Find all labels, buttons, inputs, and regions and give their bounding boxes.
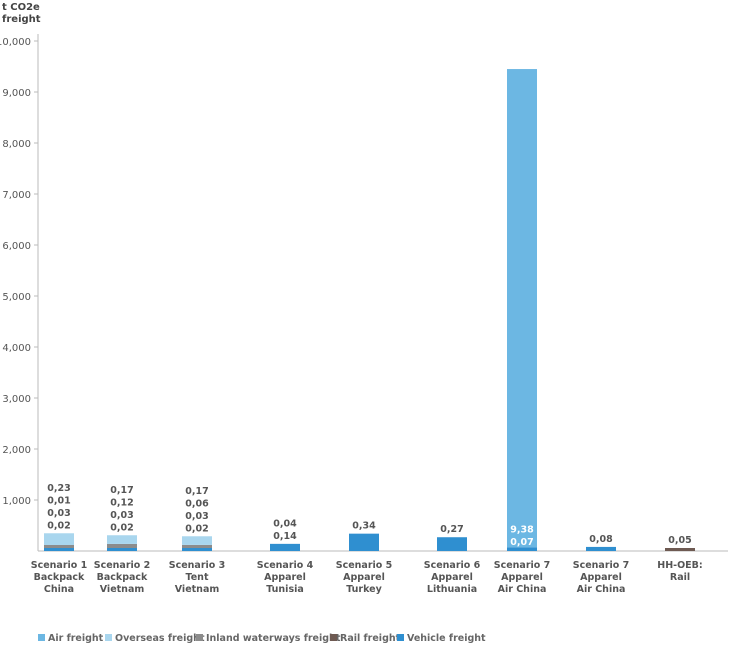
y-tick-label: 9,000 [2, 88, 31, 99]
x-category-label: Scenario 3 [169, 560, 225, 571]
bar-segment-inland-waterways-freight [107, 543, 137, 548]
x-category-label: Tunisia [266, 584, 304, 595]
bar-segment-overseas-freight [107, 535, 137, 544]
legend-label: Vehicle freight [407, 633, 486, 644]
x-category-label: Lithuania [427, 584, 477, 595]
data-label: 0,02 [185, 523, 208, 534]
data-label: 0,17 [185, 486, 208, 497]
data-label: 0,03 [110, 510, 133, 521]
y-axis-label-line2: freight [2, 14, 41, 25]
x-category-label: Vietnam [100, 584, 145, 595]
x-category-label: China [44, 584, 74, 595]
data-label: 0,27 [440, 524, 463, 535]
bar-segment-air-freight [507, 69, 537, 548]
y-tick-label: 7,000 [2, 190, 31, 201]
y-tick-label: 2,000 [2, 445, 31, 456]
data-label: 0,06 [185, 498, 209, 509]
data-label: 0,03 [47, 508, 70, 519]
x-category-label: Scenario 1 [31, 560, 87, 571]
data-label: 0,08 [589, 534, 613, 545]
x-category-label: Scenario 5 [336, 560, 392, 571]
x-category-label: Vietnam [175, 584, 220, 595]
legend-swatch [196, 634, 203, 641]
y-axis-label-line1: t CO2e [2, 2, 40, 13]
legend-swatch [105, 634, 112, 641]
x-category-label: Scenario 7 [573, 560, 629, 571]
y-tick-label: 5,000 [2, 292, 31, 303]
data-label: 0,34 [352, 521, 376, 532]
x-category-label: Backpack [34, 572, 85, 583]
x-category-label: Apparel [264, 572, 306, 583]
data-label: 0,17 [110, 485, 133, 496]
data-label: 0,05 [668, 535, 691, 546]
x-category-label: Air China [577, 584, 626, 595]
legend-label: Inland waterways freight [206, 633, 341, 644]
x-category-label: Scenario 2 [94, 560, 150, 571]
legend-swatch [38, 634, 45, 641]
y-tick-label: 1,000 [2, 496, 31, 507]
x-category-label: Scenario 6 [424, 560, 481, 571]
data-label: 0,02 [47, 520, 70, 531]
data-label: 0,23 [47, 483, 70, 494]
bar-segment-vehicle-freight [182, 548, 212, 551]
y-tick-label: 6,000 [2, 241, 31, 252]
y-tick-label: 8,000 [2, 139, 31, 150]
bars-group [44, 69, 695, 551]
y-tick-label: 4,000 [2, 343, 31, 354]
legend-swatch [330, 634, 337, 641]
bar-segment-vehicle-freight [107, 548, 137, 551]
x-category-label: Air China [498, 584, 547, 595]
bar-segment-inland-waterways-freight [182, 544, 212, 548]
data-label: 0,07 [510, 537, 533, 548]
data-label: 0,01 [47, 495, 70, 506]
data-label: 0,12 [110, 497, 133, 508]
legend-label: Air freight [48, 633, 104, 644]
x-category-label: Turkey [346, 584, 382, 595]
bar-segment-vehicle-freight [437, 537, 467, 551]
data-label: 0,04 [273, 518, 297, 529]
y-tick-label: 10,000 [0, 37, 31, 48]
bar-segment-vehicle-freight [44, 548, 74, 551]
y-axis-ticks: 1,000 2,000 3,000 4,000 5,000 6,000 7,000 8,000… [0, 37, 38, 507]
bar-segment-vehicle-freight [349, 533, 379, 551]
x-category-label: Backpack [97, 572, 148, 583]
bar-segment-overseas-freight [182, 536, 212, 545]
y-tick-label: 3,000 [2, 394, 31, 405]
data-label: 9,38 [510, 525, 534, 536]
bar-segment-overseas-freight [44, 533, 74, 545]
legend: Air freight Overseas freight Inland waterw… [38, 633, 486, 644]
data-label: 0,02 [110, 522, 133, 533]
data-labels-group: 0,020,030,010,230,020,030,120,170,020,03… [47, 483, 691, 548]
data-label: 0,03 [185, 511, 208, 522]
legend-label: Overseas freight [115, 633, 205, 644]
x-category-label: Apparel [501, 572, 543, 583]
x-category-label: Scenario 4 [257, 560, 314, 571]
x-category-label: Rail [670, 572, 690, 583]
x-category-label: Apparel [431, 572, 473, 583]
bar-segment-vehicle-freight [270, 543, 300, 551]
x-category-label: Scenario 7 [494, 560, 550, 571]
bar-segment-vehicle-freight [586, 546, 616, 551]
bar-segment-vehicle-freight [507, 547, 537, 551]
x-category-label: HH-OEB: [657, 560, 702, 571]
data-label: 0,14 [273, 531, 297, 542]
legend-swatch [397, 634, 404, 641]
x-category-label: Tent [186, 572, 209, 583]
legend-label: Rail freight [340, 633, 401, 644]
bar-segment-rail-freight [665, 548, 695, 551]
x-category-label: Apparel [343, 572, 385, 583]
bar-segment-inland-waterways-freight [44, 545, 74, 548]
x-category-label: Apparel [580, 572, 622, 583]
